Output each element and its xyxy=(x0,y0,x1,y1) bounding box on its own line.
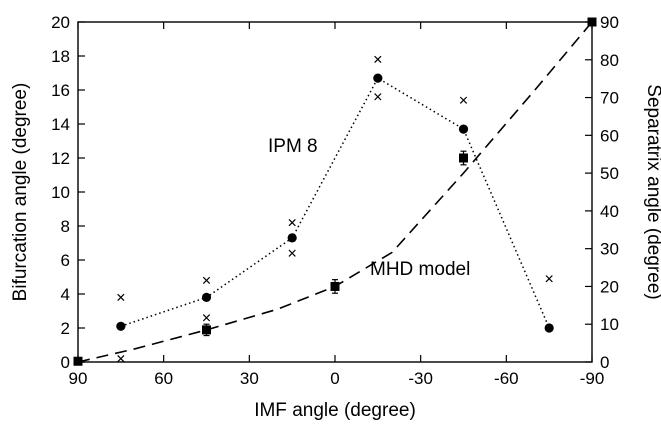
x-tick-label: 30 xyxy=(240,369,259,388)
separatrix-point xyxy=(459,153,468,163)
y2-tick-label: 10 xyxy=(600,315,619,334)
y-tick-label: 4 xyxy=(61,285,70,304)
x-tick-label: -60 xyxy=(494,369,519,388)
y-tick-label: 6 xyxy=(61,251,70,270)
y-tick-label: 2 xyxy=(61,319,70,338)
y2-tick-label: 30 xyxy=(600,240,619,259)
y-tick-label: 8 xyxy=(61,217,70,236)
annotation-mhd-model: MHD model xyxy=(370,259,470,280)
y2-tick-label: 80 xyxy=(600,51,619,70)
y2-tick-label: 0 xyxy=(600,353,609,372)
range-cross-marker xyxy=(545,275,553,283)
annotation-ipm8: IPM 8 xyxy=(268,136,318,157)
y-tick-label: 18 xyxy=(51,47,70,66)
cross-stroke xyxy=(202,276,211,285)
range-cross-marker xyxy=(459,96,468,104)
bifurcation-point xyxy=(201,292,212,302)
cross-stroke xyxy=(288,218,296,227)
y-right-axis-title: Separatrix angle (degree) xyxy=(643,84,661,299)
separatrix-curve xyxy=(77,21,593,363)
cross-stroke xyxy=(117,293,125,302)
range-cross-marker xyxy=(288,218,296,227)
y-right-axis-ticks: 0 10 20 30 40 50 60 70 80 90 xyxy=(585,13,619,372)
cross-stroke xyxy=(202,314,211,322)
range-cross-marker xyxy=(117,354,125,363)
x-axis-title: IMF angle (degree) xyxy=(254,400,416,421)
plot-frame xyxy=(77,21,593,363)
x-tick-label: 90 xyxy=(69,369,88,388)
cross-stroke xyxy=(459,96,468,104)
range-cross-marker xyxy=(374,55,382,64)
y-left-axis-ticks: 0 2 4 6 8 10 12 14 16 18 20 xyxy=(51,13,85,372)
x-tick-label: 60 xyxy=(154,369,173,388)
y2-tick-label: 60 xyxy=(600,126,619,145)
separatrix-point xyxy=(73,356,83,366)
y-tick-label: 10 xyxy=(51,183,70,202)
range-cross-marker xyxy=(374,93,382,101)
bifurcation-point xyxy=(373,73,383,83)
x-tick-label: -30 xyxy=(408,369,433,388)
bifurcation-point xyxy=(544,323,554,333)
y2-tick-label: 70 xyxy=(600,89,619,108)
y-left-axis-title: Bifurcation angle (degree) xyxy=(10,83,31,302)
range-cross-marker xyxy=(117,293,125,302)
y-tick-label: 12 xyxy=(51,149,70,168)
range-cross-marker xyxy=(288,249,296,257)
y-tick-label: 0 xyxy=(61,353,70,372)
series-layer xyxy=(73,17,597,366)
y2-tick-label: 40 xyxy=(600,202,619,221)
cross-stroke xyxy=(288,249,296,257)
x-tick-label: 0 xyxy=(330,369,339,388)
cross-stroke xyxy=(117,354,125,363)
cross-stroke xyxy=(374,93,382,101)
y-tick-label: 20 xyxy=(51,13,70,32)
separatrix-point xyxy=(330,281,340,291)
bifurcation-point xyxy=(458,124,469,134)
y2-tick-label: 90 xyxy=(600,13,619,32)
separatrix-point xyxy=(587,17,597,27)
cross-stroke xyxy=(374,55,382,64)
y2-tick-label: 20 xyxy=(600,277,619,296)
y-tick-label: 16 xyxy=(51,81,70,100)
separatrix-point xyxy=(202,325,211,335)
y-tick-label: 14 xyxy=(51,115,70,134)
cross-stroke xyxy=(545,275,553,283)
y2-tick-label: 50 xyxy=(600,164,619,183)
bifurcation-point xyxy=(116,321,126,331)
range-cross-marker xyxy=(202,314,211,322)
range-cross-marker xyxy=(202,276,211,285)
x-axis-ticks: 90 60 30 0 -30 -60 -90 xyxy=(69,22,605,388)
x-tick-label: -90 xyxy=(580,369,605,388)
bifurcation-point xyxy=(287,233,297,243)
